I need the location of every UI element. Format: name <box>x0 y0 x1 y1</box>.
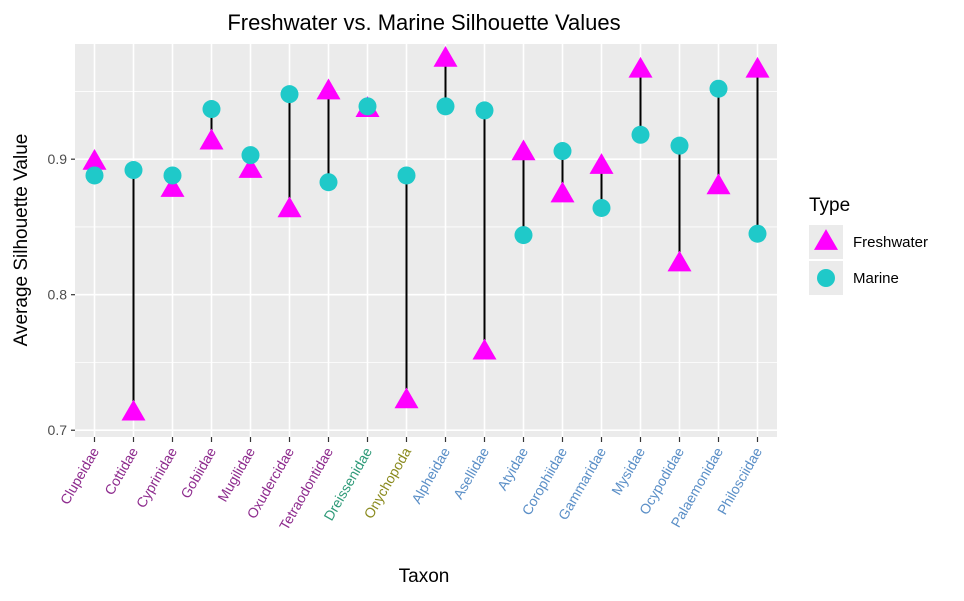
plot-panel <box>75 44 777 437</box>
freshwater-point <box>160 176 185 197</box>
marine-point <box>280 85 299 104</box>
legend: Type Freshwater Marine <box>809 195 928 295</box>
freshwater-point <box>589 153 614 174</box>
marine-point <box>241 146 260 165</box>
freshwater-point <box>667 250 692 272</box>
freshwater-point <box>433 46 458 67</box>
x-tick-label: Asellidae <box>450 444 492 501</box>
marine-point <box>163 166 182 185</box>
legend-label: Freshwater <box>853 234 928 251</box>
legend-label: Marine <box>853 270 899 287</box>
legend-circle-icon <box>817 269 835 287</box>
marine-point <box>709 79 728 98</box>
freshwater-point <box>277 196 302 218</box>
freshwater-point <box>121 399 146 421</box>
marine-point <box>85 166 104 185</box>
marine-point <box>631 125 650 144</box>
legend-triangle-icon <box>814 229 838 250</box>
marine-point <box>124 161 143 180</box>
x-axis-title: Taxon <box>399 566 450 587</box>
y-axis-title: Average Silhouette Value <box>11 134 32 347</box>
x-tick-label: Clupeidae <box>57 444 102 507</box>
freshwater-point <box>199 128 224 150</box>
freshwater-point <box>472 338 497 360</box>
freshwater-point <box>238 157 263 178</box>
x-tick-label: Alpheidae <box>408 444 453 506</box>
x-tick-label: Cottidae <box>101 444 141 497</box>
x-tick-label: Gobiidae <box>177 444 219 501</box>
marine-point <box>436 97 455 116</box>
x-axis: Clupeidae CottidaeCyprinidaeGobiidaeMugil… <box>57 437 765 533</box>
x-tick-label: Mugilidae <box>214 444 258 504</box>
freshwater-point <box>550 181 575 203</box>
freshwater-point <box>745 56 770 78</box>
marine-point <box>397 166 416 185</box>
freshwater-point <box>706 173 731 195</box>
marine-point <box>514 226 533 245</box>
data-points <box>82 46 770 421</box>
legend-title: Type <box>809 195 850 216</box>
y-tick-label: 0.8 <box>48 287 68 303</box>
x-tick-label: Atyidae <box>494 444 531 493</box>
marine-point <box>670 136 689 155</box>
marine-point <box>553 142 572 161</box>
y-tick-label: 0.7 <box>48 422 68 438</box>
freshwater-point <box>316 78 341 100</box>
y-axis: 0.7 0.8 0.9 <box>48 151 75 438</box>
marine-point <box>475 101 494 120</box>
marine-point <box>748 224 767 243</box>
marine-point <box>202 100 221 119</box>
x-tick-label: Mysidae <box>608 444 648 497</box>
marine-point <box>358 97 377 116</box>
marine-point <box>319 173 338 192</box>
freshwater-point <box>82 149 107 170</box>
y-tick-label: 0.9 <box>48 151 68 167</box>
freshwater-point <box>394 387 419 409</box>
freshwater-point <box>511 139 536 161</box>
freshwater-point <box>628 56 653 78</box>
marine-point <box>592 198 611 217</box>
chart-title: Freshwater vs. Marine Silhouette Values <box>227 10 620 35</box>
